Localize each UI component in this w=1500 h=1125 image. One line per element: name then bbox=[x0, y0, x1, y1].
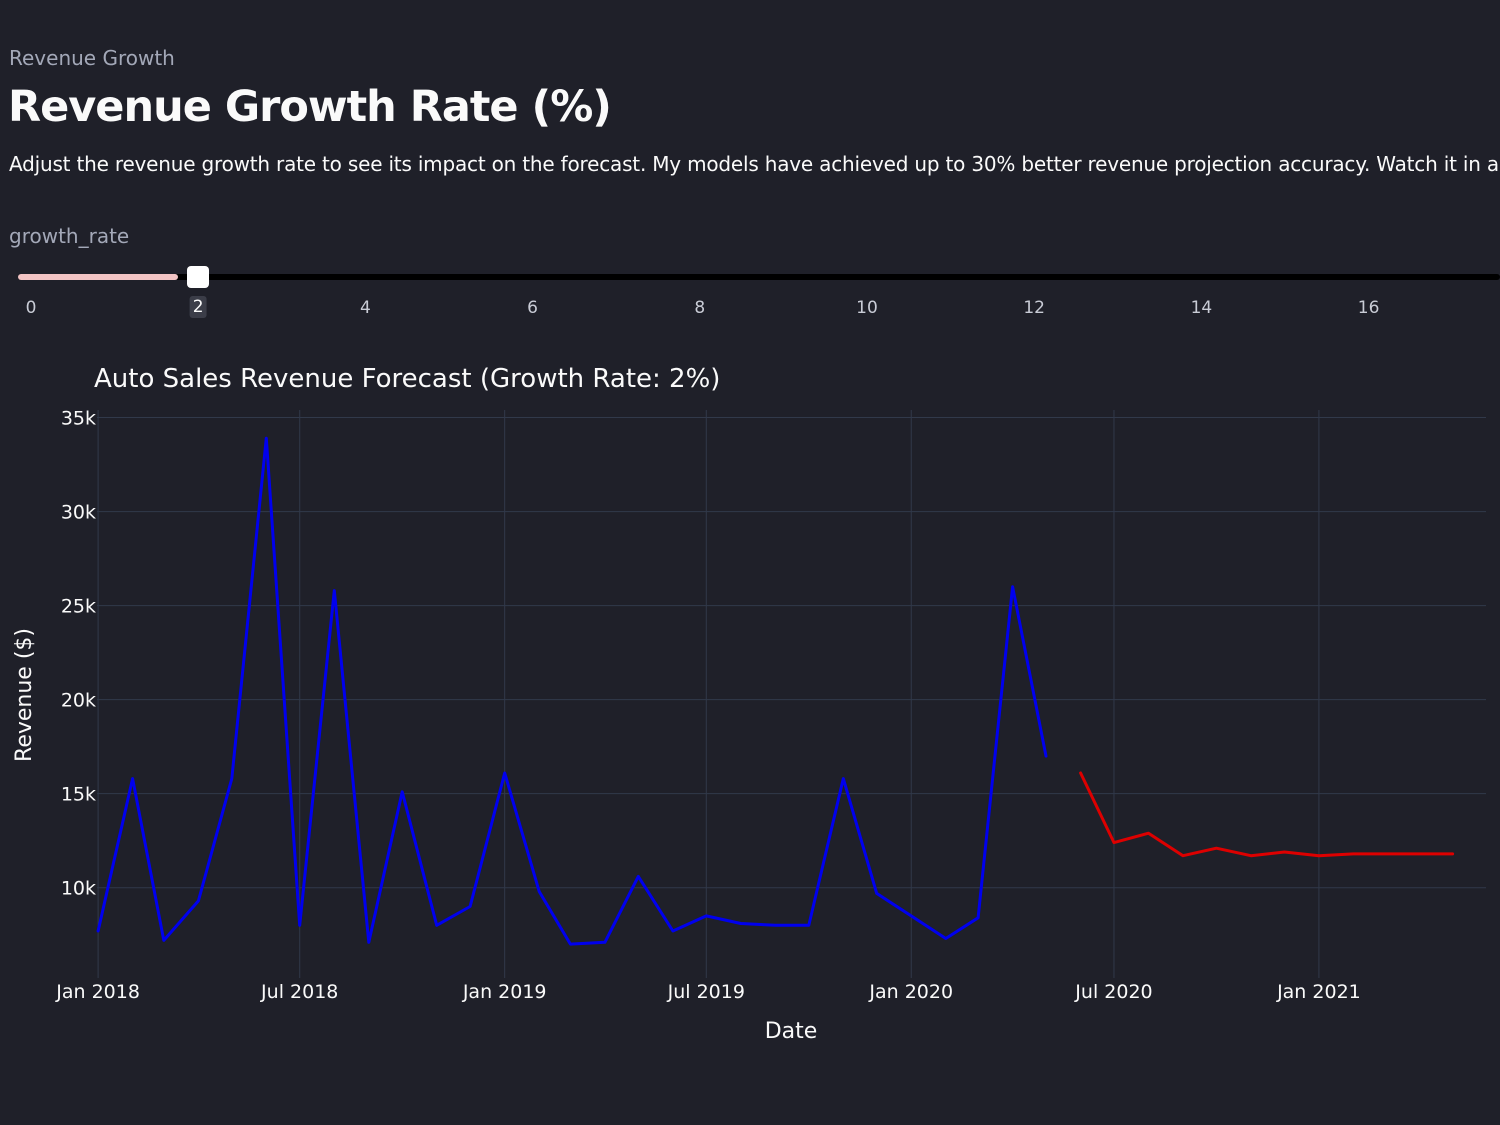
y-tick-label: 25k bbox=[61, 596, 96, 618]
slider-tick-label: 16 bbox=[1357, 298, 1380, 318]
slider-value: 2 bbox=[189, 296, 207, 318]
slider-tick-label: 4 bbox=[359, 298, 371, 318]
y-tick-label: 30k bbox=[61, 502, 96, 524]
series-line-0 bbox=[96, 436, 1048, 946]
growth-rate-slider[interactable] bbox=[18, 264, 1500, 290]
y-tick-label: 20k bbox=[61, 690, 96, 712]
y-tick-label: 15k bbox=[61, 784, 96, 806]
forecast-chart: 10k 15k 20k 25k 30k 35k Jan 2018 Jul 2018 Jan 20… bbox=[12, 364, 1486, 1044]
slider-tick-label: 14 bbox=[1190, 298, 1213, 318]
chart-axes: 10k 15k 20k 25k 30k 35k Jan 2018 Jul 2018 Jan 20… bbox=[55, 408, 1360, 1003]
series-line-1 bbox=[1079, 771, 1455, 858]
y-tick-label: 10k bbox=[61, 878, 96, 900]
section-caption: Revenue Growth bbox=[9, 46, 175, 70]
chart-grid bbox=[97, 410, 1486, 978]
chart-series bbox=[96, 436, 1455, 946]
slider-tick-label: 12 bbox=[1023, 298, 1046, 318]
slider-tick-labels: 0 2 4 6 8 10 12 14 16 bbox=[0, 298, 1500, 324]
page-description: Adjust the revenue growth rate to see it… bbox=[9, 152, 1500, 176]
slider-track[interactable] bbox=[18, 274, 1500, 280]
x-tick-label: Jul 2018 bbox=[260, 981, 338, 1003]
slider-thumb[interactable] bbox=[187, 266, 210, 288]
x-tick-label: Jul 2019 bbox=[667, 981, 745, 1003]
y-axis-title: Revenue ($) bbox=[12, 628, 37, 762]
slider-label: growth_rate bbox=[9, 224, 130, 248]
x-tick-label: Jan 2020 bbox=[868, 981, 953, 1003]
x-axis-title: Date bbox=[765, 1019, 818, 1044]
slider-tick-label: 0 bbox=[25, 298, 37, 318]
slider-tick-label: 8 bbox=[694, 298, 706, 318]
x-tick-label: Jan 2018 bbox=[55, 981, 140, 1003]
x-tick-label: Jul 2020 bbox=[1074, 981, 1152, 1003]
slider-fill bbox=[18, 274, 179, 280]
y-tick-label: 35k bbox=[61, 408, 96, 430]
slider-tick-label: 10 bbox=[856, 298, 878, 318]
slider-tick-label: 6 bbox=[527, 298, 539, 318]
x-tick-label: Jan 2021 bbox=[1276, 981, 1361, 1003]
x-tick-label: Jan 2019 bbox=[462, 981, 547, 1003]
page-title: Revenue Growth Rate (%) bbox=[8, 82, 612, 132]
chart-title: Auto Sales Revenue Forecast (Growth Rate… bbox=[94, 364, 720, 394]
